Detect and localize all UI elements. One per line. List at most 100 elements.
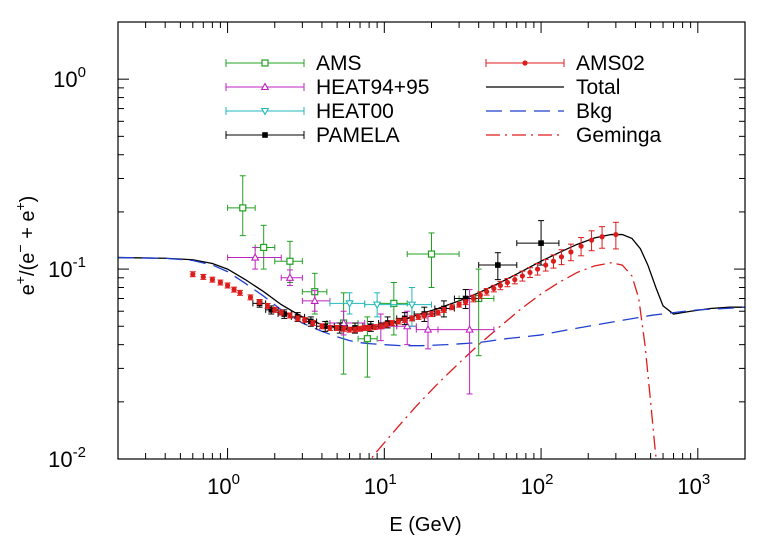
ams02-point-46 <box>512 277 518 283</box>
y-tick-label: 10-1 <box>48 254 86 282</box>
legend-item-heat00: HEAT00 <box>225 100 394 123</box>
heat00-point-1 <box>372 301 382 310</box>
ams-point-0 <box>239 204 247 212</box>
pamela-point-5 <box>322 323 329 330</box>
legend-label-ams02: AMS02 <box>576 52 645 75</box>
heat00-point-0 <box>345 300 354 308</box>
legend-item-total: Total <box>486 76 620 99</box>
x-axis-title: E (GeV) <box>389 514 461 536</box>
ams02-point-39 <box>462 299 469 305</box>
legend-item-ams: AMS <box>225 52 362 75</box>
ams02-point-54 <box>578 243 584 249</box>
ams02-point-38 <box>456 302 462 308</box>
ams-point-6 <box>390 299 398 307</box>
ams02-point-9 <box>264 303 271 309</box>
ams02-point-2 <box>209 277 215 283</box>
ams02-point-10 <box>272 307 278 313</box>
ams02-point-12 <box>287 312 293 319</box>
ams02-point-16 <box>319 323 325 329</box>
heat94-95-point-6 <box>423 324 433 333</box>
curve-total <box>118 233 745 331</box>
legend-item-heat94-95: HEAT94+95 <box>225 76 429 99</box>
ams02-point-55 <box>588 237 595 243</box>
legend-label-heat00: HEAT00 <box>316 100 394 123</box>
ams02-point-8 <box>256 299 263 305</box>
legend-label-bkg: Bkg <box>576 100 612 123</box>
ams-point-5 <box>363 335 371 343</box>
x-tick-label: 103 <box>677 471 710 499</box>
heat00-point-2 <box>407 301 417 310</box>
ams02-point-34 <box>428 311 435 317</box>
ams02-point-0 <box>190 271 196 277</box>
ams-point-2 <box>286 257 294 265</box>
ams-point-1 <box>260 243 268 252</box>
ams02-point-45 <box>504 279 511 286</box>
ams02-point-51 <box>550 258 557 264</box>
legend-marker-heat94-95 <box>260 82 270 91</box>
ams02-point-25 <box>372 324 378 330</box>
ams02-point-5 <box>231 286 237 293</box>
series-heat00 <box>329 286 432 327</box>
ams02-point-14 <box>301 317 308 323</box>
ams-point-7 <box>427 250 436 258</box>
ams02-point-29 <box>395 318 402 325</box>
ams02-point-6 <box>237 290 243 296</box>
ams02-point-17 <box>327 325 333 331</box>
series-ams02 <box>189 221 619 333</box>
legend-marker-pamela <box>262 132 268 138</box>
heat94-95-point-1 <box>285 273 295 281</box>
legend-item-pamela: PAMELA <box>225 124 400 147</box>
ams02-point-40 <box>470 295 476 302</box>
legend-label-ams: AMS <box>316 52 362 75</box>
ams02-point-4 <box>224 282 231 289</box>
ams02-point-44 <box>497 282 503 289</box>
heat94-95-point-0 <box>250 252 260 261</box>
ams02-point-30 <box>402 317 408 323</box>
ams02-point-20 <box>346 327 353 333</box>
legend-item-bkg: Bkg <box>486 100 612 123</box>
curve-geminga <box>369 262 657 459</box>
curve-bkg <box>118 256 745 347</box>
ams02-point-3 <box>217 279 223 286</box>
ams02-point-53 <box>568 249 574 255</box>
heat94-95-point-7 <box>465 324 474 333</box>
ams02-point-27 <box>383 322 389 328</box>
y-axis-title: e+/(e− + e+) <box>12 196 39 296</box>
legend-label-pamela: PAMELA <box>316 124 400 147</box>
ams02-point-36 <box>441 307 447 313</box>
x-tick-label: 102 <box>521 471 554 499</box>
ams02-point-33 <box>421 312 427 319</box>
ams02-point-57 <box>613 231 619 238</box>
legend-label-geminga: Geminga <box>576 124 662 147</box>
legend-label-total: Total <box>576 76 620 99</box>
ams02-point-32 <box>415 314 422 320</box>
legend-marker-heat00 <box>260 107 270 116</box>
legend-marker-ams <box>261 59 269 67</box>
pamela-point-6 <box>336 325 343 331</box>
ams02-point-50 <box>543 262 549 268</box>
heat94-95-point-5 <box>402 321 412 330</box>
x-tick-label: 101 <box>364 471 397 499</box>
ams02-point-21 <box>352 327 358 333</box>
ams02-point-11 <box>278 310 284 316</box>
ams02-point-35 <box>435 310 441 316</box>
heat94-95-point-2 <box>310 296 319 304</box>
ams02-point-26 <box>378 323 384 329</box>
ams02-point-28 <box>389 320 395 326</box>
legend-item-geminga: Geminga <box>486 124 662 147</box>
ams02-point-15 <box>310 320 316 326</box>
legend-marker-ams02 <box>522 60 528 66</box>
ams02-point-7 <box>247 294 254 300</box>
y-tick-label: 10-2 <box>48 444 86 472</box>
ams02-point-24 <box>366 325 372 331</box>
series-heat94-95 <box>227 246 495 395</box>
ams02-point-19 <box>341 326 347 332</box>
axes: 100 101 102 103 10-2 10-1 100 E (GeV) e+/(e− + e… <box>12 21 746 536</box>
ams02-point-52 <box>558 254 565 260</box>
ams02-point-23 <box>362 325 368 331</box>
x-tick-label: 100 <box>207 471 240 499</box>
legend-item-ams02: AMS02 <box>485 52 645 75</box>
ams02-point-56 <box>599 234 605 240</box>
